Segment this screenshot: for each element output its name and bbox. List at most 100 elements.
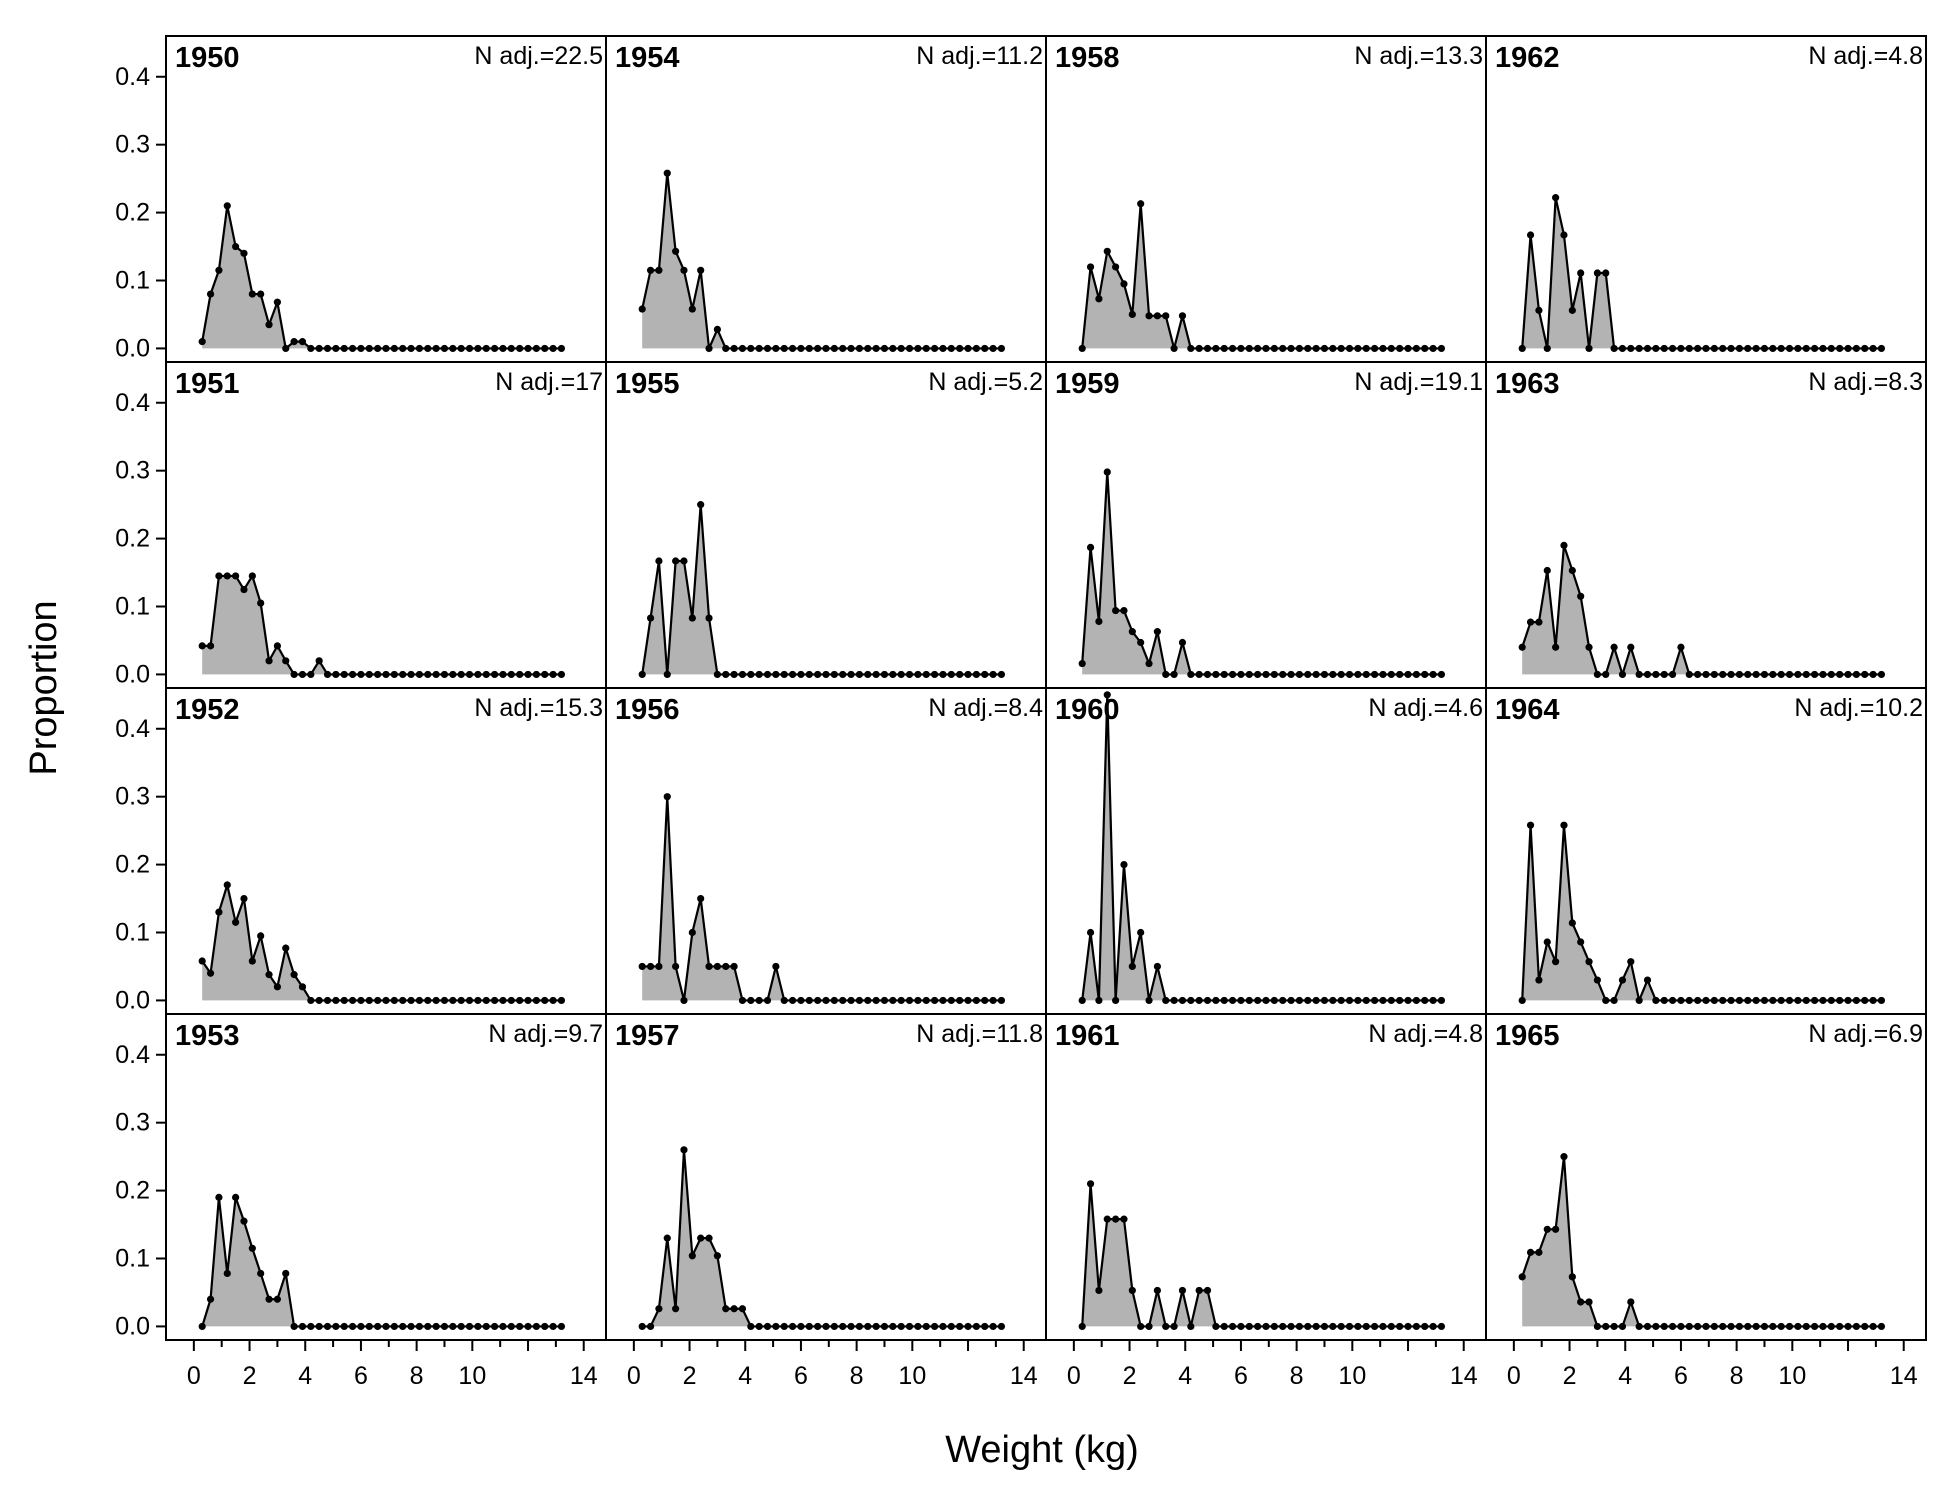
data-point bbox=[474, 670, 482, 679]
data-point bbox=[864, 344, 872, 353]
data-point bbox=[747, 996, 755, 1005]
data-point bbox=[1819, 1322, 1827, 1331]
data-point bbox=[315, 996, 323, 1005]
panel-1951: 1951 N adj.=17 bbox=[165, 361, 607, 689]
data-point bbox=[772, 344, 780, 353]
data-point bbox=[1618, 670, 1627, 679]
data-point bbox=[240, 585, 248, 594]
data-point bbox=[822, 344, 830, 353]
data-point bbox=[1677, 996, 1685, 1005]
data-point bbox=[1187, 670, 1195, 679]
data-point bbox=[1861, 344, 1869, 353]
data-point bbox=[348, 996, 357, 1005]
data-point bbox=[730, 1305, 738, 1313]
data-point bbox=[922, 344, 930, 353]
data-point bbox=[465, 1322, 474, 1331]
data-point bbox=[424, 1322, 432, 1331]
data-point bbox=[449, 670, 457, 679]
data-point bbox=[1095, 996, 1103, 1005]
data-point bbox=[206, 642, 215, 650]
data-point bbox=[1769, 996, 1777, 1005]
data-point bbox=[424, 670, 432, 679]
panel-year-label: 1954 bbox=[615, 42, 680, 74]
panel-1954: 1954 N adj.=11.2 bbox=[605, 35, 1047, 363]
x-tick-label: 8 bbox=[1730, 1362, 1744, 1390]
x-tick-label: 4 bbox=[298, 1362, 312, 1390]
data-point bbox=[282, 1269, 290, 1278]
area-fill bbox=[1082, 1183, 1442, 1327]
x-tick-label: 4 bbox=[1618, 1362, 1632, 1390]
panel-1963: 1963 N adj.=8.3 bbox=[1485, 361, 1927, 689]
data-point bbox=[997, 670, 1006, 679]
data-point bbox=[1396, 1322, 1404, 1331]
data-point bbox=[357, 996, 365, 1005]
y-tick-label: 0.4 bbox=[115, 63, 150, 91]
data-point bbox=[1396, 996, 1404, 1005]
data-point bbox=[1312, 670, 1320, 679]
data-point bbox=[1228, 996, 1237, 1005]
data-point bbox=[1429, 1322, 1437, 1331]
data-point bbox=[956, 670, 964, 679]
data-point bbox=[747, 344, 755, 353]
data-point bbox=[680, 557, 688, 565]
y-tick-label: 0.1 bbox=[115, 593, 150, 621]
data-point bbox=[273, 1295, 281, 1303]
data-point bbox=[1295, 1322, 1304, 1331]
data-point bbox=[1254, 670, 1262, 679]
data-point bbox=[797, 344, 805, 353]
data-point bbox=[307, 1322, 315, 1331]
data-point bbox=[516, 1322, 524, 1331]
panel-year-label: 1958 bbox=[1055, 42, 1120, 74]
data-point bbox=[541, 1322, 549, 1331]
data-point bbox=[738, 344, 747, 353]
data-point bbox=[1861, 670, 1869, 679]
data-point bbox=[1429, 670, 1437, 679]
data-point bbox=[1702, 670, 1710, 679]
data-point bbox=[1660, 344, 1668, 353]
data-point bbox=[382, 996, 390, 1005]
panel-year-label: 1951 bbox=[175, 368, 240, 400]
data-point bbox=[1568, 306, 1576, 314]
data-point bbox=[1610, 1322, 1618, 1331]
panel-n-adj-label: N adj.=19.1 bbox=[1354, 368, 1483, 396]
axes-layer: 0.0 0.1 0.2 0.3 0.4 0.0 0.1 0.2 0.3 0.4 0.0 0.1 0.2 0… bbox=[115, 63, 1917, 1390]
data-point bbox=[1162, 312, 1170, 320]
data-point bbox=[1552, 194, 1560, 202]
data-point bbox=[206, 290, 215, 298]
data-point bbox=[1220, 1322, 1228, 1331]
data-point bbox=[1627, 958, 1635, 966]
data-point bbox=[415, 1322, 424, 1331]
data-point bbox=[524, 996, 532, 1005]
data-point bbox=[1635, 344, 1643, 353]
data-point bbox=[407, 996, 415, 1005]
data-point bbox=[1677, 344, 1685, 353]
data-point bbox=[1262, 344, 1270, 353]
data-point bbox=[1304, 1322, 1312, 1331]
data-point bbox=[1602, 996, 1610, 1005]
data-point bbox=[1128, 1286, 1136, 1295]
panel-n-adj-label: N adj.=15.3 bbox=[474, 694, 603, 722]
x-tick-label: 2 bbox=[243, 1362, 257, 1390]
data-point bbox=[549, 670, 557, 679]
data-point bbox=[922, 996, 930, 1005]
data-point bbox=[655, 1305, 663, 1313]
x-axis-title: Weight (kg) bbox=[945, 1429, 1139, 1471]
data-point bbox=[1585, 643, 1593, 651]
data-point bbox=[1819, 344, 1827, 353]
data-point bbox=[822, 670, 830, 679]
data-point bbox=[1270, 1322, 1278, 1331]
data-point bbox=[947, 996, 955, 1005]
data-point bbox=[240, 894, 248, 903]
data-point bbox=[1568, 1273, 1576, 1281]
data-point bbox=[1635, 670, 1643, 679]
data-point bbox=[1387, 344, 1395, 353]
data-point bbox=[1518, 344, 1526, 353]
data-point bbox=[1329, 996, 1337, 1005]
data-point bbox=[382, 670, 390, 679]
data-point bbox=[1312, 1322, 1320, 1331]
data-point bbox=[1320, 670, 1329, 679]
data-point bbox=[415, 670, 424, 679]
data-point bbox=[290, 338, 298, 346]
panel-1957: 1957 N adj.=11.8 bbox=[605, 1013, 1047, 1341]
data-point bbox=[1869, 344, 1877, 353]
